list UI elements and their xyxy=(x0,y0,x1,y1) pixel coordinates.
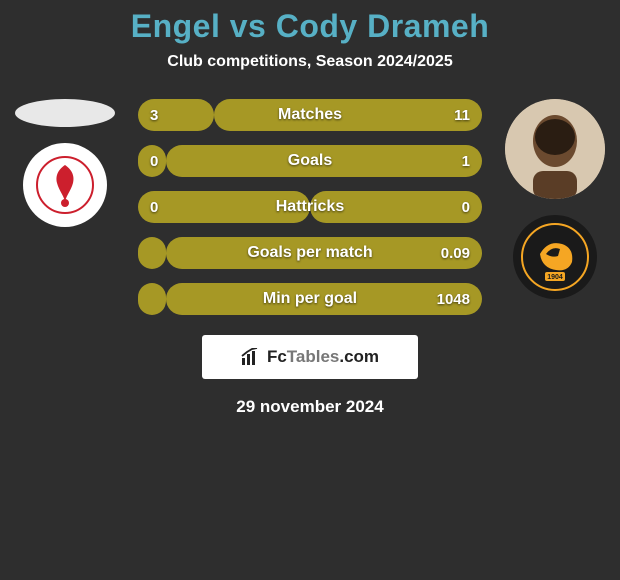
bar-right-value: 0 xyxy=(462,191,470,223)
bar-left-segment xyxy=(138,191,310,223)
bar-row: 0.09Goals per match xyxy=(138,237,482,269)
bar-right-value: 1048 xyxy=(437,283,470,315)
comparison-bars: 311Matches01Goals00Hattricks0.09Goals pe… xyxy=(138,99,482,315)
bar-right-value: 11 xyxy=(454,99,470,131)
player-left-placeholder xyxy=(15,99,115,127)
bar-right-segment xyxy=(166,283,482,315)
subtitle: Club competitions, Season 2024/2025 xyxy=(0,53,620,71)
player-right-photo xyxy=(505,99,605,199)
bar-row: 01Goals xyxy=(138,145,482,177)
comparison-body: 1904 311Matches01Goals00Hattricks0.09Goa… xyxy=(0,99,620,417)
bar-left-segment xyxy=(138,283,166,315)
bar-row: 1048Min per goal xyxy=(138,283,482,315)
bar-right-value: 1 xyxy=(462,145,470,177)
bar-left-value: 0 xyxy=(150,145,158,177)
svg-text:1904: 1904 xyxy=(547,274,563,281)
club-badge-right: 1904 xyxy=(513,215,597,299)
chart-icon xyxy=(241,348,263,366)
player-silhouette-icon xyxy=(505,99,605,199)
bar-right-segment xyxy=(214,99,482,131)
branding-tables: Tables xyxy=(287,347,340,367)
bar-right-segment xyxy=(166,145,482,177)
page-title: Engel vs Cody Drameh xyxy=(0,8,620,45)
bar-right-segment xyxy=(310,191,482,223)
bar-row: 311Matches xyxy=(138,99,482,131)
branding-fc: Fc xyxy=(267,347,287,367)
player-right-column: 1904 xyxy=(500,99,610,299)
player-left-column xyxy=(10,99,120,227)
middlesbrough-crest-icon xyxy=(35,155,95,215)
bar-right-segment xyxy=(166,237,482,269)
hull-city-crest-icon: 1904 xyxy=(520,222,590,292)
branding-box: FcTables.com xyxy=(202,335,418,379)
bar-row: 00Hattricks xyxy=(138,191,482,223)
bar-left-value: 0 xyxy=(150,191,158,223)
bar-right-value: 0.09 xyxy=(441,237,470,269)
branding-dotcom: .com xyxy=(339,347,379,367)
bar-left-value: 3 xyxy=(150,99,158,131)
footer-date: 29 november 2024 xyxy=(0,397,620,417)
bar-left-segment xyxy=(138,237,166,269)
club-badge-left xyxy=(23,143,107,227)
header: Engel vs Cody Drameh Club competitions, … xyxy=(0,0,620,71)
